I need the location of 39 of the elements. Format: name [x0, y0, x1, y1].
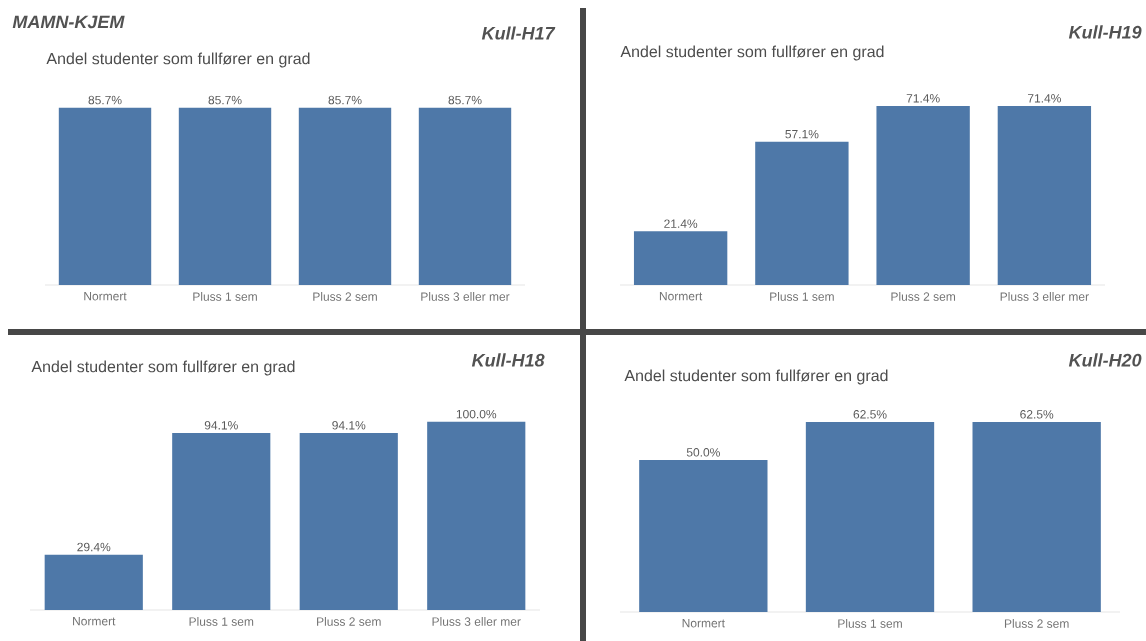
data-label: 71.4%	[906, 94, 940, 103]
data-label: 71.4%	[1027, 94, 1061, 103]
data-label: 57.1%	[785, 129, 819, 139]
x-tick-label: Pluss 2 sem	[317, 617, 381, 626]
data-label: 100.0%	[456, 409, 497, 419]
x-tick-label: Normert	[84, 292, 127, 301]
x-tick-label: Pluss 1 sem	[189, 617, 254, 626]
data-label: 29.4%	[77, 542, 111, 552]
data-label: 85.7%	[88, 95, 122, 105]
text: MAMN-KJEM	[12, 15, 125, 29]
chart-title: Andel studenter som fullfører en grad	[624, 369, 888, 385]
x-tick-label: Pluss 1 sem	[193, 292, 257, 301]
chart-title: Andel studenter som fullfører en grad	[31, 360, 295, 376]
x-tick-label: Pluss 3 eller mer	[1000, 292, 1089, 301]
chart-title: Andel studenter som fullfører en grad	[46, 52, 310, 68]
chart-subtitle: Kull-H20	[1068, 353, 1142, 367]
data-label: 85.7%	[328, 95, 362, 105]
x-tick-label: Pluss 1 sem	[838, 619, 902, 628]
x-tick-label: Normert	[659, 292, 703, 301]
data-label: 21.4%	[664, 219, 698, 228]
x-tick-label: Pluss 2 sem	[1004, 619, 1069, 628]
data-label: 85.7%	[448, 95, 482, 105]
data-label: 94.1%	[204, 421, 238, 430]
x-tick-label: Pluss 2 sem	[313, 292, 377, 301]
x-tick-label: Normert	[682, 619, 725, 628]
x-tick-label: Pluss 2 sem	[891, 292, 956, 301]
x-tick-label: Pluss 3 eller mer	[432, 617, 521, 626]
chart-subtitle: Kull-H17	[481, 26, 556, 40]
data-label: 62.5%	[1020, 410, 1054, 419]
x-tick-label: Pluss 3 eller mer	[421, 292, 510, 301]
chart-subtitle: Kull-H18	[471, 353, 545, 367]
data-label: 94.1%	[332, 421, 366, 430]
data-label: 62.5%	[853, 410, 887, 419]
data-label: 50.0%	[686, 448, 720, 457]
x-tick-label: Normert	[73, 617, 116, 626]
chart-subtitle: Kull-H19	[1068, 25, 1142, 39]
x-tick-label: Pluss 1 sem	[770, 292, 834, 301]
data-label: 85.7%	[208, 95, 242, 105]
chart-title: Andel studenter som fullfører en grad	[620, 45, 884, 61]
